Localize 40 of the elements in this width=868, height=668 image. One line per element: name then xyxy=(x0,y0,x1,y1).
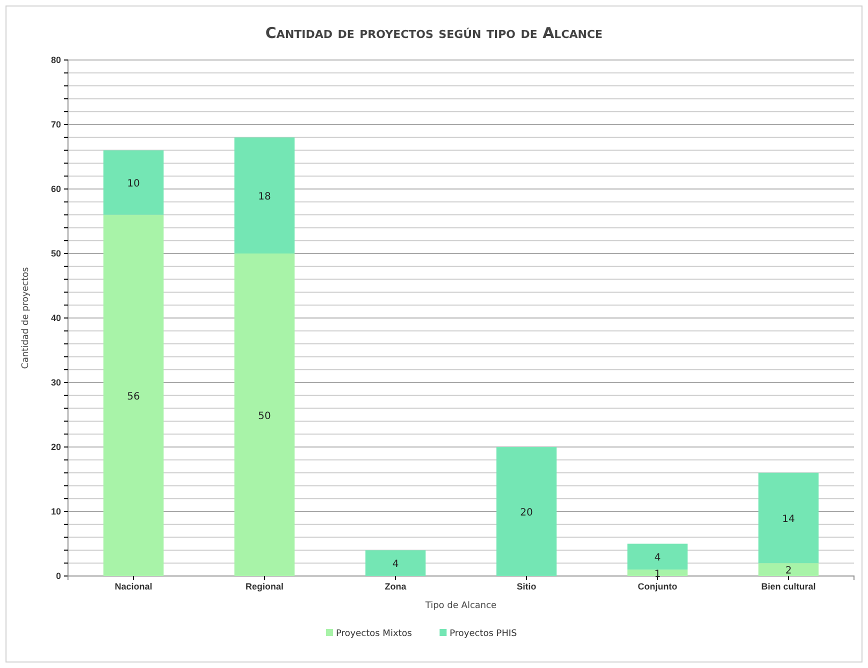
data-label: 4 xyxy=(392,559,399,570)
legend-label: Proyectos Mixtos xyxy=(336,629,412,639)
data-label: 56 xyxy=(127,391,140,402)
x-tick-label: Sitio xyxy=(516,581,537,592)
bar xyxy=(234,254,295,576)
data-label: 20 xyxy=(520,508,533,518)
y-tick-label: 30 xyxy=(50,377,61,388)
x-tick-label: Bien cultural xyxy=(761,581,816,592)
data-label: 10 xyxy=(127,178,140,190)
bar xyxy=(627,544,688,570)
y-tick-label: 10 xyxy=(50,506,61,516)
y-tick-label: 80 xyxy=(50,54,61,65)
data-label: 4 xyxy=(654,552,661,564)
chart-title: Cantidad de proyectos según tipo de Alcance xyxy=(265,24,603,42)
data-label: 2 xyxy=(785,566,792,577)
x-tick-label: Zona xyxy=(384,581,408,592)
x-tick-label: Regional xyxy=(245,581,284,592)
y-tick-label: 70 xyxy=(50,119,61,130)
x-tick-label: Conjunto xyxy=(638,581,678,592)
bar xyxy=(365,550,426,576)
y-tick-label: 40 xyxy=(50,312,61,323)
bar xyxy=(758,472,819,564)
bar xyxy=(496,447,557,576)
legend-label: Proyectos PHIS xyxy=(450,629,518,639)
data-label: 18 xyxy=(258,191,271,202)
data-label: 1 xyxy=(654,568,661,580)
y-tick-label: 60 xyxy=(50,184,61,194)
bar xyxy=(627,570,688,576)
y-tick-label: 20 xyxy=(50,442,61,452)
x-tick-label: Nacional xyxy=(114,581,152,592)
data-label: 14 xyxy=(782,514,795,525)
bar xyxy=(758,563,819,576)
data-label: 50 xyxy=(258,410,271,422)
y-tick-label: 0 xyxy=(56,570,61,581)
bar xyxy=(103,214,164,576)
bar xyxy=(234,137,295,254)
y-tick-label: 50 xyxy=(50,248,61,258)
y-axis-title: Cantidad de proyectos xyxy=(21,266,31,369)
bar xyxy=(103,150,164,215)
x-axis-title: Tipo de Alcance xyxy=(424,601,498,611)
